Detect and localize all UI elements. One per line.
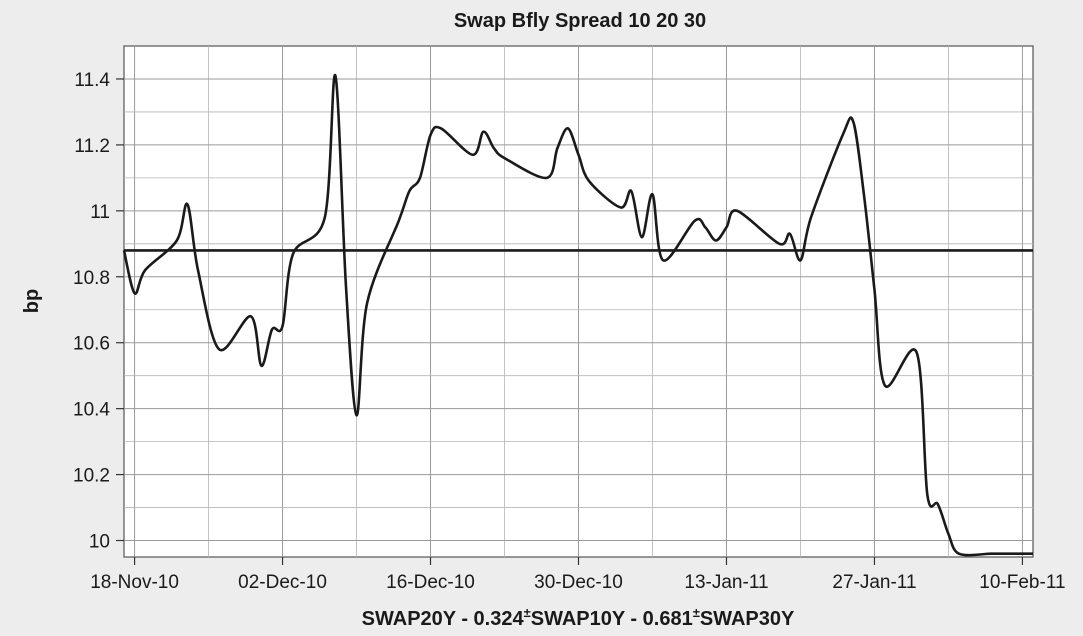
- x-axis-label-part-1: SWAP20Y - 0.324: [362, 608, 525, 630]
- x-axis: 18-Nov-10 02-Dec-10 16-Dec-10 30-Dec-10 13-J…: [90, 557, 1066, 593]
- y-tick-label: 10.4: [73, 400, 110, 421]
- x-tick-label: 27-Jan-11: [832, 572, 916, 593]
- y-tick-label: 10.8: [73, 268, 110, 289]
- y-axis: 10 10.2 10.4 10.6 10.8 11 11.2 11.4: [73, 70, 124, 553]
- y-axis-label: bp: [21, 289, 43, 313]
- y-tick-label: 11: [90, 202, 110, 223]
- chart-title: Swap Bfly Spread 10 20 30: [454, 10, 706, 32]
- x-tick-label: 02-Dec-10: [238, 572, 327, 593]
- x-tick-label: 18-Nov-10: [90, 572, 179, 593]
- x-tick-label: 16-Dec-10: [386, 572, 475, 593]
- x-tick-label: 13-Jan-11: [684, 572, 768, 593]
- y-tick-label: 10.6: [73, 334, 110, 355]
- x-axis-label-sup-2: ±: [693, 605, 700, 620]
- x-axis-label: SWAP20Y - 0.324±SWAP10Y - 0.681±SWAP30Y: [362, 605, 795, 630]
- y-tick-label: 10: [89, 532, 110, 553]
- x-tick-label: 10-Feb-11: [979, 572, 1065, 593]
- x-tick-label: 30-Dec-10: [534, 572, 623, 593]
- x-axis-label-part-3: SWAP30Y: [700, 608, 795, 630]
- grid: [124, 46, 1033, 557]
- y-tick-label: 11.2: [74, 136, 110, 157]
- series-line: [122, 74, 1033, 557]
- y-tick-label: 11.4: [74, 70, 110, 91]
- x-axis-label-part-2: SWAP10Y - 0.681: [531, 608, 693, 630]
- y-tick-label: 10.2: [73, 466, 110, 487]
- x-axis-label-sup-1: ±: [524, 605, 531, 620]
